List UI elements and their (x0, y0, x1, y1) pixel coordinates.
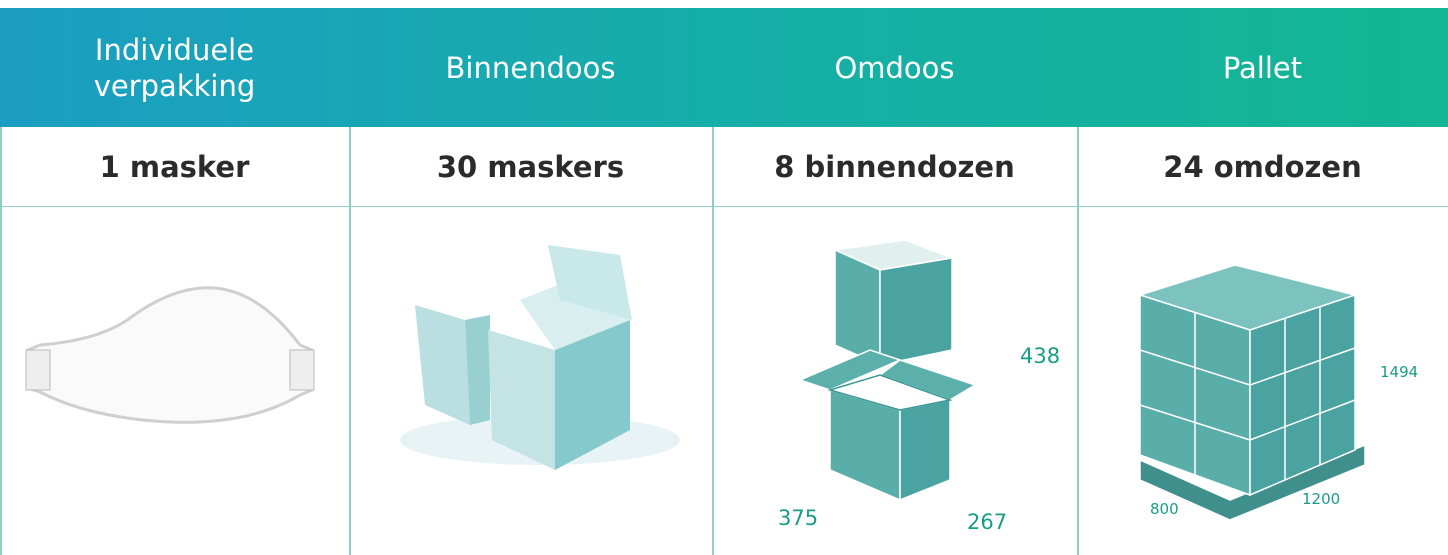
dimension-label: 800 (1150, 500, 1179, 518)
dimension-label: 267 (967, 510, 1008, 534)
dimension-label: 1494 (1380, 363, 1419, 381)
mask (25, 286, 315, 424)
dimension-label: 438 (1020, 344, 1061, 368)
dimension-label: 375 (778, 506, 819, 530)
header-cell: Pallet (1077, 8, 1448, 127)
cell: 1 masker (0, 127, 349, 207)
inner-boxes (400, 245, 680, 470)
divider (1077, 127, 1079, 555)
dimension-label: 1200 (1302, 490, 1341, 508)
header-text: Binnendoos (445, 50, 616, 85)
cell: 30 maskers (349, 127, 712, 207)
header-cell: Individuele verpakking (0, 8, 349, 127)
divider (349, 127, 351, 555)
outer-box (797, 239, 977, 502)
header-text: Omdoos (834, 50, 955, 85)
divider (0, 127, 2, 555)
header-text: Individuele verpakking (93, 32, 256, 103)
pallet (1137, 264, 1366, 521)
divider (712, 127, 714, 555)
cell: 24 omdozen (1077, 127, 1448, 207)
cell: 8 binnendozen (712, 127, 1077, 207)
header-text: Pallet (1222, 50, 1303, 85)
header-cell: Binnendoos (349, 8, 712, 127)
header-cell: Omdoos (712, 8, 1077, 127)
header-band (0, 8, 1448, 127)
